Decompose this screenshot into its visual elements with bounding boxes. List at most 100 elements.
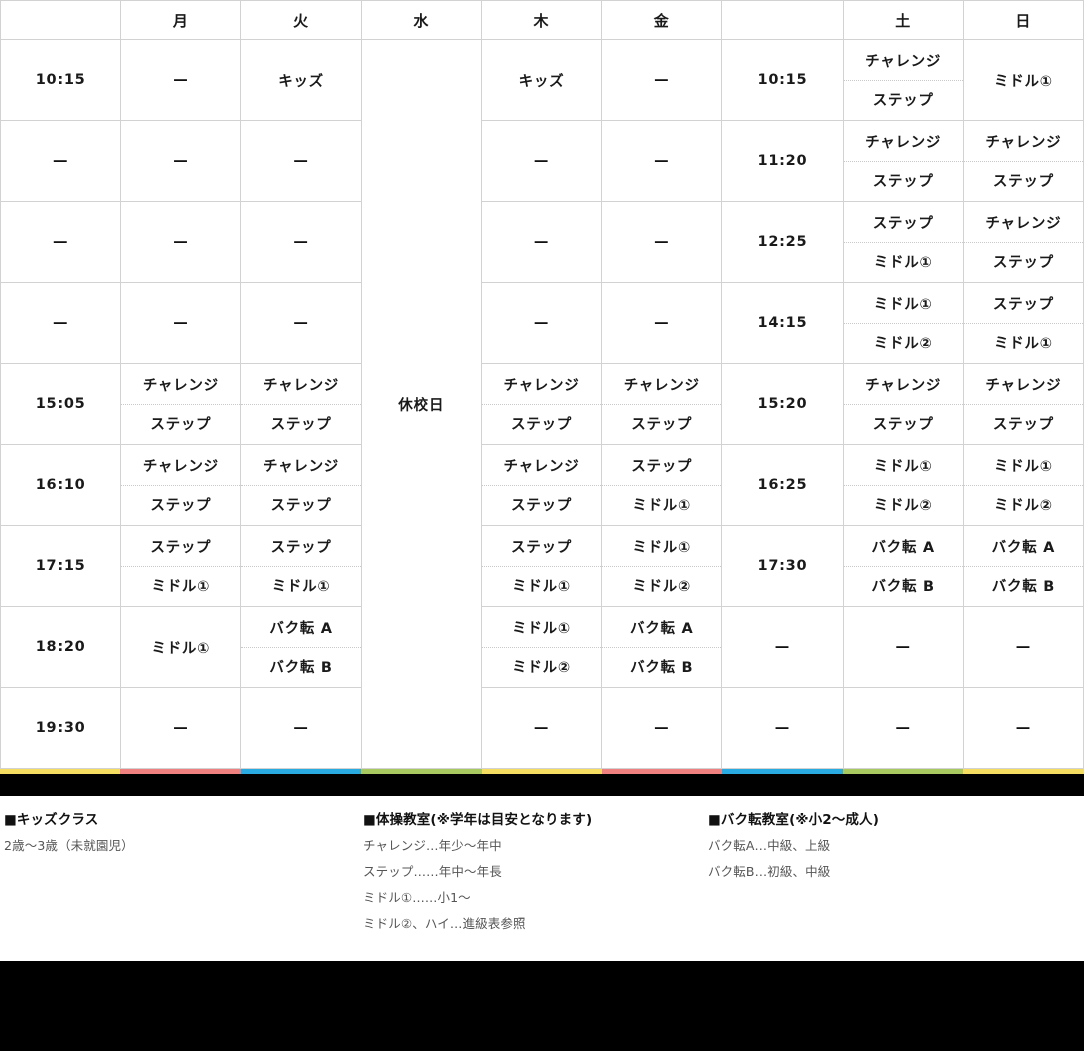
class-list: ステップミドル① [843,203,963,282]
class-label: — [895,720,911,736]
cell-tue: バク転 A バク転 B [240,606,362,688]
cell-thu: チャレンジ ステップ [480,444,603,526]
cell-sun: チャレンジ ステップ [962,363,1084,445]
cell-fri: — [601,39,723,121]
time-label: 14:15 [757,315,808,331]
class-label: バク転 B [843,565,963,606]
table-row: — — — — —14:15 ミドル① ミドル② ステップ ミドル① [0,282,1084,364]
class-label: チャレンジ [865,53,942,70]
class-label: ミドル① [602,484,722,525]
class-list: チャレンジ ステップ [121,365,241,443]
class-list: チャレンジ ステップ [963,122,1083,201]
cell-sun: チャレンジ ステップ [962,120,1084,202]
cell-tue: — [240,120,362,202]
class-label: ミドル① [994,458,1053,475]
class-label: ミドル① [632,539,692,556]
class-label: — [654,234,670,250]
time-label: 17:15 [35,558,86,574]
cell-mon: — [120,120,242,202]
cell-sun: ミドル① [962,39,1084,121]
time-cell-right: 16:25 [721,444,844,526]
class-label: ステップ [602,403,722,444]
header-day-fri: 金 [601,0,723,40]
class-label: ステップ [843,79,963,120]
cell-sat: — [842,606,964,688]
class-label: ミドル① [963,322,1083,363]
cell-sat: チャレンジ ステップ [842,39,964,121]
table-body: 10:15— キッズ 休校日 キッズ —10:15 チャレンジ ステップ ミドル① — — — — —1… [0,39,1084,769]
cell-sat: バク転 A バク転 B [842,525,964,607]
class-label: — [895,639,911,655]
class-label: バク転 B [963,565,1083,606]
time-label: — [774,639,791,655]
class-label: — [173,720,189,736]
class-label: — [654,153,670,169]
class-label: ステップ [481,484,602,525]
cell-sat: ミドル① ミドル② [842,444,964,526]
class-label: — [1015,639,1031,655]
legend-bakuten-line-0: バク転A…中級、上級 [708,838,831,853]
class-list: チャレンジ ステップ [602,365,722,444]
class-list: ミドル① ミドル② [843,284,963,362]
header-day-tue: 火 [240,0,362,40]
class-label: ステップ [511,539,572,556]
class-label: チャレンジ [985,134,1062,151]
cell-mon: — [120,201,242,283]
table-header: 月 火 水 木 金 土 日 [0,0,1084,40]
class-label: ステップ [963,241,1083,282]
class-label: ステップ [872,215,934,232]
cell-tue: — [240,282,362,364]
time-label: — [52,234,69,250]
cell-thu: — [480,687,603,769]
cell-tue: キッズ [240,39,362,121]
time-label: 11:20 [757,153,808,169]
cell-thu: ステップ ミドル① [480,525,603,607]
legend-gymnastics-line-0: チャレンジ…年少〜年中 [363,838,502,853]
class-label: — [654,720,670,736]
class-label: ミドル② [602,565,722,606]
class-list: バク転 A バク転 B [843,527,963,606]
header-time-left [0,0,122,40]
cell-fri: — [601,201,723,283]
class-label: ステップ [150,539,212,556]
cell-sun: チャレンジ ステップ [962,201,1084,283]
legend-section: ■キッズクラス 2歳〜3歳（未就園児） ■体操教室(※学年は目安となります) チ… [0,796,1084,961]
class-label: ステップ [843,160,963,201]
legend-gymnastics: ■体操教室(※学年は目安となります) チャレンジ…年少〜年中 ステップ……年中〜… [363,808,703,939]
time-cell-left: 10:15 [0,39,122,121]
table-row: — — — — —12:25 ステップ ミドル① チャレンジ ステップ [0,201,1084,283]
table-row: 16:10 チャレンジ ステップ チャレンジ ステップ チャレンジ ステップ ステップ ミドル①… [0,444,1084,526]
class-label: ミドル① [843,241,963,282]
class-label: チャレンジ [142,458,219,475]
header-time-right [721,0,844,40]
class-label: ステップ [843,403,963,444]
cell-mon: — [120,39,242,121]
class-list: チャレンジ ステップ [241,446,361,524]
class-label: キッズ [278,73,324,90]
time-label: — [52,153,69,169]
cell-fri: チャレンジ ステップ [601,363,723,445]
class-label: ミドル① [151,640,211,657]
class-label: — [173,234,189,250]
cell-tue: ステップ ミドル① [240,525,362,607]
class-list: チャレンジ ステップ [481,365,602,443]
time-cell-left: — [0,201,122,283]
cell-sat: チャレンジ ステップ [842,120,964,202]
time-label: 12:25 [757,234,808,250]
class-label: ステップ [631,458,693,475]
class-label: — [533,234,550,250]
class-label: — [533,720,550,736]
class-label: ミドル① [512,620,571,637]
table-row: 17:15 ステップ ミドル① ステップ ミドル① ステップ ミドル① ミドル① ミドル② 17:… [0,525,1084,607]
time-cell-left: 15:05 [0,363,122,445]
class-list: チャレンジ ステップ [843,122,963,201]
class-label: ステップ [963,403,1083,444]
time-label: 16:10 [35,477,86,493]
time-cell-left: 18:20 [0,606,122,688]
class-label: — [173,72,189,88]
time-label: 10:15 [757,72,808,88]
class-label: ステップ [241,403,361,444]
cell-fri: ミドル① ミドル② [601,525,723,607]
class-label: ステップ [963,160,1083,201]
class-label: — [293,153,309,169]
